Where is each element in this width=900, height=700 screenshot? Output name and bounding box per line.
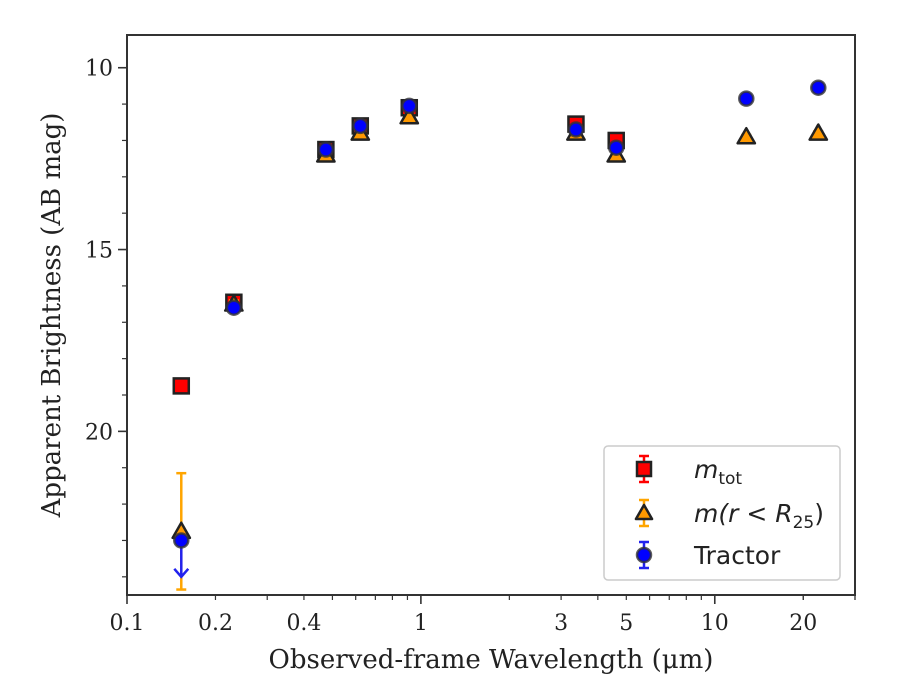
tractor-point (567, 121, 585, 138)
tractor-point (352, 117, 369, 135)
mr25-point (808, 123, 829, 141)
legend-label: m(r < R25) (694, 499, 824, 533)
mtot-point (172, 377, 191, 395)
x-axis-title: Observed-frame Wavelength (μm) (269, 645, 714, 675)
y-tick-label: 10 (85, 57, 113, 82)
x-tick-label: 5 (619, 611, 633, 636)
tractor-point (173, 532, 190, 549)
legend-marker-triangle (634, 503, 654, 521)
tractor-point (401, 97, 418, 115)
tractor-point (738, 90, 755, 107)
y-tick-label: 15 (85, 239, 113, 264)
legend-box (603, 445, 841, 581)
x-tick-label: 20 (789, 611, 817, 636)
x-tick-label: 0.4 (286, 611, 321, 636)
tractor-point (317, 141, 335, 158)
series-square (172, 98, 625, 395)
x-tick-label: 10 (701, 611, 729, 636)
y-axis-title: Apparent Brightness (AB mag) (37, 113, 67, 519)
ticks-layer: 0.1 0.2 0.4 1 3 5 10 20 10 15 20 (85, 57, 856, 636)
tractor-point (810, 79, 827, 96)
x-tick-label: 0.2 (198, 611, 233, 636)
legend-label: mtot (694, 455, 742, 489)
mr25-point (736, 126, 757, 145)
tractor-point (225, 299, 243, 316)
y-tick-label: 20 (85, 420, 113, 445)
plot-frame (126, 34, 856, 596)
x-tick-label: 0.1 (110, 611, 145, 636)
mr25-point (399, 106, 420, 125)
tractor-point (607, 139, 625, 156)
legend-marker-square (635, 460, 653, 478)
legend-label: Tractor (693, 541, 781, 570)
legend: mtot m(r < R25) Tractor (603, 445, 841, 581)
plot-layer (171, 79, 829, 591)
x-tick-label: 1 (414, 611, 428, 636)
tractor-upper-limit-arrowhead (173, 567, 190, 579)
series-circle (173, 79, 827, 579)
x-tick-label: 3 (554, 611, 568, 636)
legend-marker-circle (635, 546, 653, 564)
